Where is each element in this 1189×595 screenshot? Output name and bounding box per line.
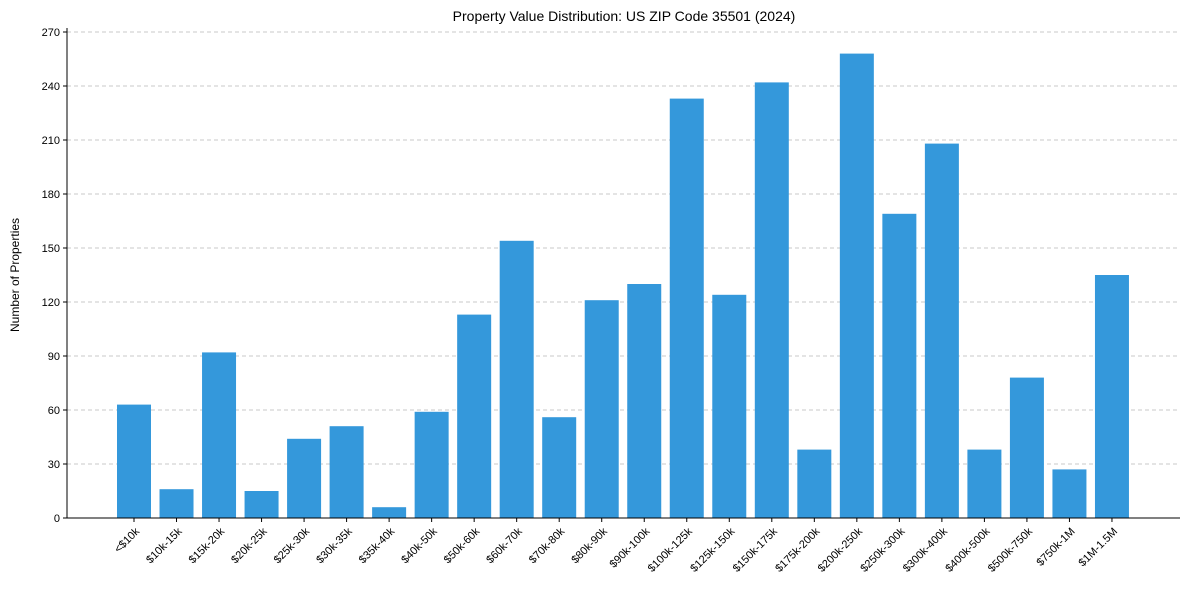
x-tick-label: $60k-70k — [484, 525, 525, 566]
bar-4 — [287, 438, 322, 518]
x-tick-label: $1M-1.5M — [1077, 526, 1121, 570]
bar-5 — [329, 426, 364, 518]
bar-15 — [754, 82, 789, 519]
x-tick-label: $30k-35k — [314, 525, 355, 566]
y-tick-label: 210 — [42, 135, 60, 147]
bar-21 — [1009, 377, 1044, 518]
y-axis-label: Number of Properties — [8, 218, 22, 332]
bar-7 — [414, 411, 449, 518]
bar-3 — [244, 491, 279, 518]
x-tick-label: <$10k — [112, 525, 142, 555]
x-tick-label: $175k-200k — [773, 525, 822, 574]
y-tick-label: 90 — [48, 351, 60, 363]
x-tick-label: $125k-150k — [688, 525, 737, 574]
bar-9 — [499, 240, 534, 519]
y-tick-label: 30 — [48, 459, 60, 471]
bar-18 — [882, 213, 917, 519]
bar-6 — [372, 507, 407, 518]
x-tick-label: $300k-400k — [901, 525, 950, 574]
bar-1 — [159, 489, 194, 518]
x-tick-label: $100k-125k — [646, 525, 695, 574]
x-tick-label: $200k-250k — [816, 525, 865, 574]
x-tick-label: $10k-15k — [144, 525, 185, 566]
x-tick-label: $250k-300k — [858, 525, 907, 574]
bar-16 — [797, 449, 832, 518]
bar-19 — [924, 143, 959, 518]
x-tick-label: $90k-100k — [608, 525, 653, 570]
x-tick-label: $150k-175k — [731, 525, 780, 574]
bar-10 — [542, 417, 577, 518]
bar-8 — [457, 314, 492, 518]
x-tick-label: $35k-40k — [357, 525, 398, 566]
bar-13 — [669, 98, 704, 518]
y-tick-label: 270 — [42, 27, 60, 39]
x-tick-label: $50k-60k — [442, 525, 483, 566]
bar-12 — [627, 284, 662, 518]
x-tick-label: $25k-30k — [272, 525, 313, 566]
bar-20 — [967, 449, 1002, 518]
x-tick-label: $15k-20k — [187, 525, 228, 566]
y-tick-label: 180 — [42, 189, 60, 201]
x-tick-label: $40k-50k — [399, 525, 440, 566]
x-tick-label: $500k-750k — [986, 525, 1035, 574]
x-tick-label: $400k-500k — [943, 525, 992, 574]
x-tick-label: $20k-25k — [229, 525, 270, 566]
y-tick-label: 0 — [54, 513, 60, 525]
bar-11 — [584, 300, 619, 518]
bar-14 — [712, 294, 747, 518]
bar-0 — [117, 404, 151, 518]
x-tick-label: $80k-90k — [569, 525, 610, 566]
bar-23 — [1094, 275, 1129, 518]
y-tick-label: 240 — [42, 81, 60, 93]
y-tick-label: 150 — [42, 243, 60, 255]
bar-17 — [839, 53, 874, 518]
bar-2 — [202, 352, 237, 518]
y-tick-label: 120 — [42, 297, 60, 309]
x-tick-label: $750k-1M — [1034, 526, 1077, 569]
bar-22 — [1052, 469, 1087, 518]
y-tick-label: 60 — [48, 405, 60, 417]
x-tick-label: $70k-80k — [527, 525, 568, 566]
chart-title: Property Value Distribution: US ZIP Code… — [453, 8, 796, 24]
